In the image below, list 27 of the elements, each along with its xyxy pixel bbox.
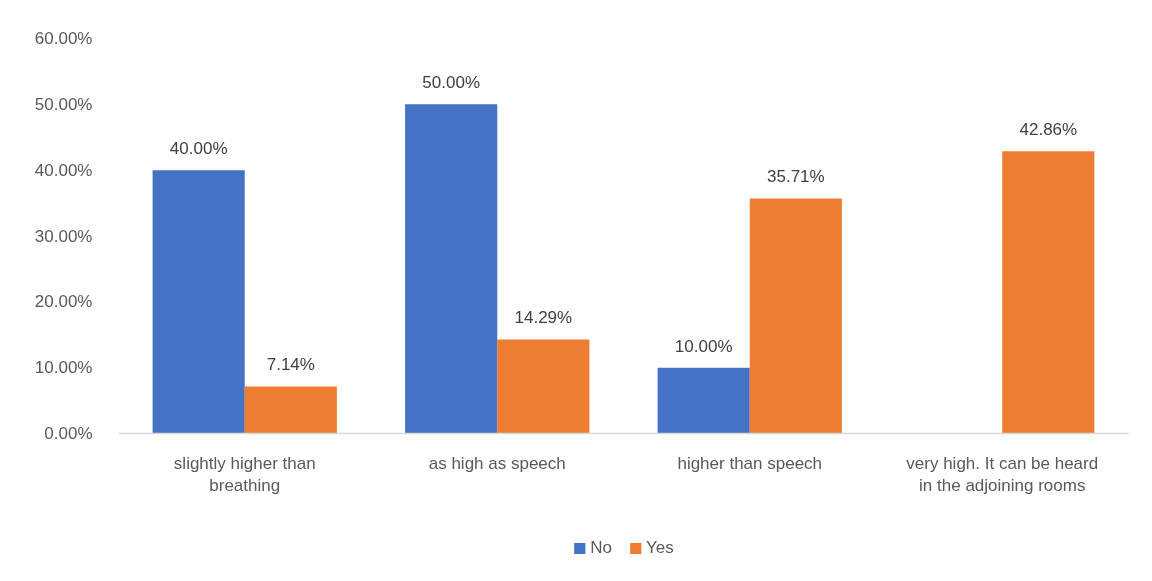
bar [657,367,750,434]
y-tick-label: 60.00% [34,29,93,48]
x-tick-label: higher than speech [677,453,823,473]
data-label: 35.71% [767,167,825,187]
data-label: 40.00% [169,139,228,159]
data-label: 14.29% [514,308,573,328]
y-tick-label: 50.00% [34,94,93,114]
x-tick-label: as high as speech [428,453,566,473]
legend-label: Yes [646,538,674,558]
data-label: 7.14% [266,355,315,375]
y-tick-label: 10.00% [34,358,93,378]
bar [244,386,337,434]
x-tick-label: very high. It can be heard in the adjoining rooms [906,453,1099,496]
data-label: 42.86% [1019,120,1078,140]
x-tick-label: slightly higher than breathing [173,453,316,496]
y-tick-label: 40.00% [34,160,93,180]
bar [152,170,245,434]
data-label: 50.00% [422,73,481,93]
y-tick-label: 20.00% [34,292,93,312]
bar [405,104,498,434]
y-tick-label: 0.00% [44,424,93,443]
y-tick-label: 30.00% [34,226,93,246]
data-label: 10.00% [674,336,733,356]
bar [749,198,842,434]
bar [497,339,590,434]
bar [1002,151,1095,434]
legend-label: No [590,538,612,558]
